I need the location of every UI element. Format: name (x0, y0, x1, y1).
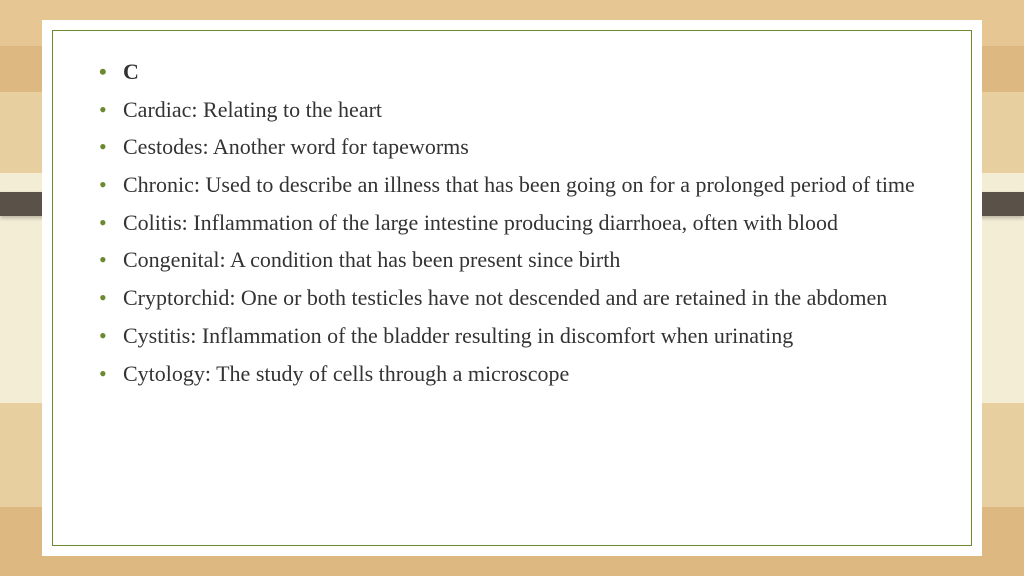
list-item-text: Cytology: The study of cells through a m… (123, 361, 569, 386)
list-item: Cystitis: Inflammation of the bladder re… (93, 321, 931, 351)
bullet-list: C Cardiac: Relating to the heart Cestode… (93, 57, 931, 388)
slide-card: C Cardiac: Relating to the heart Cestode… (42, 20, 982, 556)
list-item-text: Congenital: A condition that has been pr… (123, 247, 620, 272)
list-item: Chronic: Used to describe an illness tha… (93, 170, 931, 200)
list-item: Cestodes: Another word for tapeworms (93, 132, 931, 162)
list-heading-text: C (123, 59, 139, 84)
list-heading: C (93, 57, 931, 87)
list-item-text: Cardiac: Relating to the heart (123, 97, 382, 122)
list-item-text: Cestodes: Another word for tapeworms (123, 134, 469, 159)
list-item-text: Cryptorchid: One or both testicles have … (123, 285, 887, 310)
list-item: Cryptorchid: One or both testicles have … (93, 283, 931, 313)
list-item-text: Chronic: Used to describe an illness tha… (123, 172, 915, 197)
slide-frame: C Cardiac: Relating to the heart Cestode… (52, 30, 972, 546)
list-item-text: Cystitis: Inflammation of the bladder re… (123, 323, 793, 348)
list-item: Cardiac: Relating to the heart (93, 95, 931, 125)
list-item-text: Colitis: Inflammation of the large intes… (123, 210, 838, 235)
list-item: Cytology: The study of cells through a m… (93, 359, 931, 389)
list-item: Congenital: A condition that has been pr… (93, 245, 931, 275)
list-item: Colitis: Inflammation of the large intes… (93, 208, 931, 238)
